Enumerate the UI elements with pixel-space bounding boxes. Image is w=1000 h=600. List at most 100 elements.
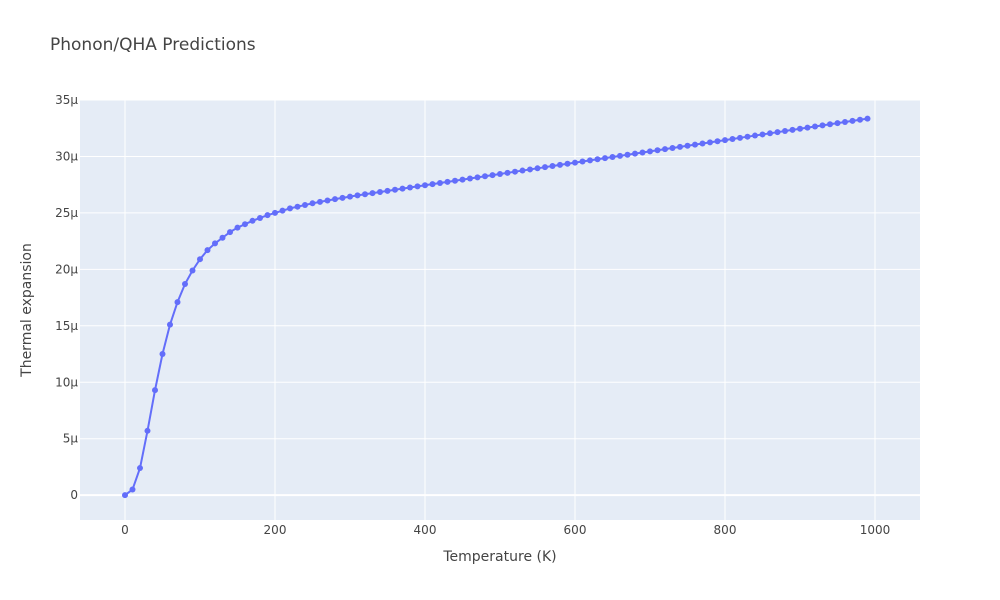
data-point[interactable]	[264, 212, 271, 219]
data-point[interactable]	[324, 197, 331, 204]
data-point[interactable]	[174, 299, 181, 306]
data-point[interactable]	[137, 465, 143, 472]
data-point[interactable]	[864, 115, 871, 122]
data-point[interactable]	[242, 221, 248, 228]
data-point[interactable]	[692, 141, 698, 148]
data-point[interactable]	[189, 267, 196, 274]
data-point[interactable]	[632, 150, 638, 157]
data-point[interactable]	[789, 126, 796, 133]
data-point[interactable]	[302, 202, 308, 208]
data-point[interactable]	[392, 186, 398, 193]
data-point[interactable]	[414, 183, 421, 190]
data-point[interactable]	[354, 192, 361, 199]
data-point[interactable]	[819, 122, 826, 129]
data-point[interactable]	[849, 117, 856, 124]
data-point[interactable]	[384, 187, 391, 194]
data-point[interactable]	[339, 194, 346, 201]
data-point[interactable]	[587, 157, 593, 164]
data-point[interactable]	[287, 205, 293, 212]
data-point[interactable]	[294, 203, 301, 210]
data-point[interactable]	[422, 182, 428, 189]
data-point[interactable]	[722, 137, 728, 144]
data-point[interactable]	[729, 135, 736, 142]
data-point[interactable]	[399, 185, 406, 192]
data-point[interactable]	[489, 172, 496, 179]
data-point[interactable]	[167, 321, 173, 328]
data-point[interactable]	[482, 173, 488, 180]
data-point[interactable]	[707, 139, 713, 146]
data-point[interactable]	[317, 198, 323, 205]
data-point[interactable]	[684, 142, 691, 149]
data-point[interactable]	[699, 140, 706, 147]
data-point[interactable]	[362, 191, 368, 198]
data-point[interactable]	[534, 165, 541, 172]
data-point[interactable]	[714, 138, 721, 145]
data-point[interactable]	[474, 174, 481, 181]
data-point[interactable]	[227, 229, 233, 236]
data-point[interactable]	[677, 143, 683, 150]
data-point[interactable]	[572, 159, 578, 166]
data-point[interactable]	[557, 161, 563, 168]
data-point[interactable]	[467, 175, 473, 182]
data-point[interactable]	[249, 217, 256, 224]
data-point[interactable]	[639, 149, 646, 156]
data-point[interactable]	[129, 486, 136, 493]
data-point[interactable]	[609, 154, 616, 161]
data-point[interactable]	[564, 160, 571, 167]
data-point[interactable]	[437, 179, 443, 186]
data-point[interactable]	[144, 427, 151, 434]
data-point[interactable]	[774, 129, 781, 136]
data-point[interactable]	[309, 200, 316, 207]
data-point[interactable]	[197, 256, 203, 263]
data-point[interactable]	[369, 190, 376, 197]
data-point[interactable]	[737, 134, 743, 141]
data-point[interactable]	[519, 167, 526, 174]
data-point[interactable]	[654, 147, 661, 154]
data-point[interactable]	[857, 116, 863, 123]
data-point[interactable]	[219, 234, 226, 241]
data-point[interactable]	[497, 170, 503, 177]
data-point[interactable]	[782, 128, 788, 135]
data-point[interactable]	[377, 189, 383, 196]
data-point[interactable]	[759, 131, 766, 138]
data-point[interactable]	[549, 163, 556, 170]
data-point[interactable]	[204, 247, 211, 254]
data-point[interactable]	[804, 124, 811, 131]
data-point[interactable]	[827, 121, 833, 128]
data-point[interactable]	[542, 164, 548, 171]
data-point[interactable]	[407, 184, 413, 191]
data-point[interactable]	[159, 351, 166, 358]
data-point[interactable]	[332, 196, 338, 203]
data-point[interactable]	[594, 156, 601, 163]
data-point[interactable]	[512, 168, 518, 175]
data-point[interactable]	[272, 209, 278, 216]
data-point[interactable]	[662, 146, 668, 153]
data-point[interactable]	[624, 151, 631, 158]
data-point[interactable]	[279, 207, 286, 214]
data-point[interactable]	[579, 158, 586, 165]
data-point[interactable]	[212, 240, 218, 247]
data-point[interactable]	[617, 152, 623, 159]
data-point[interactable]	[797, 125, 803, 132]
data-point[interactable]	[752, 132, 758, 139]
data-point[interactable]	[257, 214, 263, 221]
data-point[interactable]	[647, 148, 653, 155]
data-point[interactable]	[182, 281, 188, 288]
data-point[interactable]	[812, 123, 818, 130]
data-point[interactable]	[767, 130, 773, 137]
data-point[interactable]	[234, 224, 241, 231]
data-point[interactable]	[669, 144, 676, 151]
data-point[interactable]	[834, 120, 841, 127]
data-point[interactable]	[347, 193, 353, 200]
data-point[interactable]	[842, 119, 848, 126]
data-point[interactable]	[459, 176, 466, 183]
data-point[interactable]	[527, 166, 533, 173]
data-point[interactable]	[444, 178, 451, 185]
data-point[interactable]	[429, 181, 436, 188]
data-point[interactable]	[152, 387, 158, 394]
data-point[interactable]	[452, 177, 458, 184]
data-point[interactable]	[122, 492, 128, 499]
data-point[interactable]	[602, 155, 608, 162]
data-point[interactable]	[744, 133, 751, 140]
data-point[interactable]	[504, 169, 511, 176]
